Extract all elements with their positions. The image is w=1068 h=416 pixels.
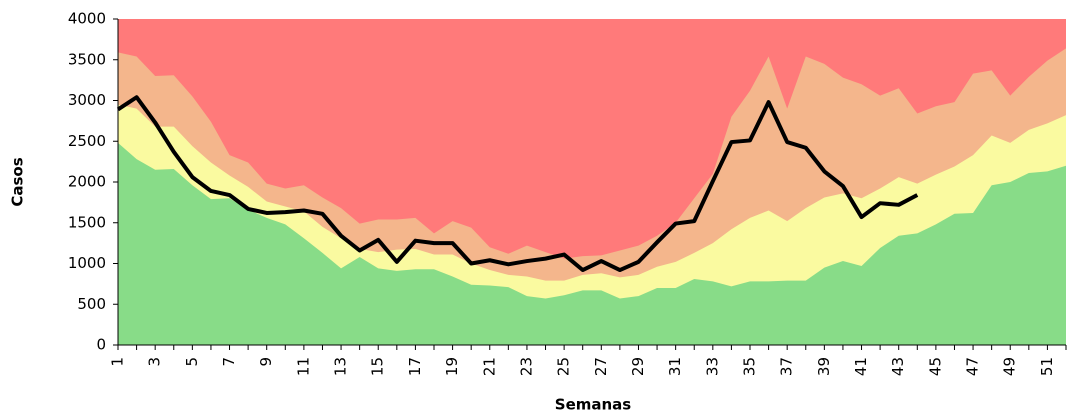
y-tick-label: 3000 <box>68 91 106 109</box>
x-tick-label: 5 <box>183 357 201 367</box>
x-tick-label: 15 <box>369 357 387 376</box>
x-tick-label: 25 <box>555 357 573 376</box>
x-tick-label: 3 <box>146 357 164 367</box>
x-tick-label: 35 <box>741 357 759 376</box>
x-tick-label: 47 <box>964 357 982 376</box>
y-tick-label: 2500 <box>68 132 106 150</box>
x-tick-label: 13 <box>332 357 350 376</box>
x-tick-label: 17 <box>406 357 424 376</box>
x-tick-label: 21 <box>480 357 498 376</box>
y-tick-label: 4000 <box>68 10 106 28</box>
y-tick-label: 1500 <box>68 213 106 231</box>
x-tick-label: 37 <box>778 357 796 376</box>
x-tick-label: 43 <box>889 357 907 376</box>
x-tick-label: 31 <box>666 357 684 376</box>
x-tick-label: 7 <box>220 357 238 367</box>
y-tick-label: 2000 <box>68 173 106 191</box>
x-tick-label: 51 <box>1038 357 1056 376</box>
x-axis-title: Semanas <box>555 396 632 414</box>
x-tick-label: 1 <box>109 357 127 367</box>
x-tick-label: 29 <box>629 357 647 376</box>
y-tick-label: 500 <box>77 295 106 313</box>
y-tick-label: 0 <box>96 336 106 354</box>
x-tick-label: 11 <box>294 357 312 376</box>
x-tick-label: 9 <box>257 357 275 367</box>
x-tick-label: 41 <box>852 357 870 376</box>
x-tick-label: 49 <box>1001 357 1019 376</box>
line <box>116 95 919 273</box>
area <box>118 142 1066 345</box>
x-tick-label: 33 <box>703 357 721 376</box>
x-tick-label: 39 <box>815 357 833 376</box>
x-tick-label: 19 <box>443 357 461 376</box>
y-tick-label: 3500 <box>68 50 106 68</box>
x-tick-label: 45 <box>926 357 944 376</box>
x-tick-label: 23 <box>517 357 535 376</box>
x-tick-label: 27 <box>592 357 610 376</box>
y-axis-title: Casos <box>9 157 27 206</box>
y-tick-label: 1000 <box>68 254 106 272</box>
